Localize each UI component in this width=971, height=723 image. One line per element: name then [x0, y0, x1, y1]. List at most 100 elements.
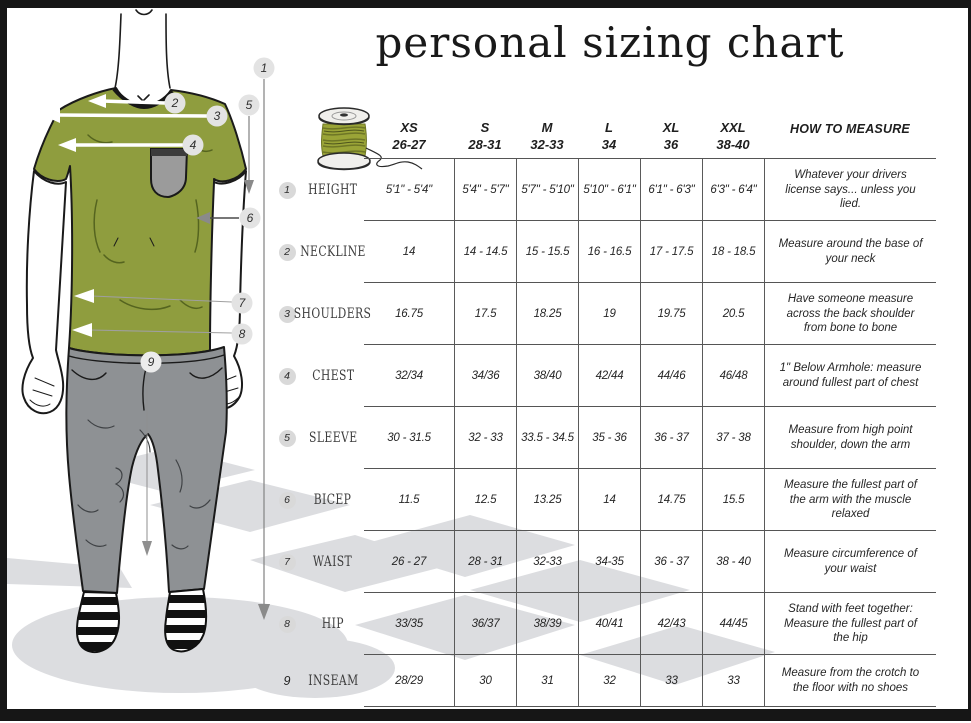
size-value-cell: 16 - 16.5	[578, 221, 640, 283]
size-column-header: L 34	[578, 103, 640, 159]
how-to-measure-cell: Measure around the base of your neck	[764, 221, 936, 283]
size-value-cell: 32 - 33	[454, 407, 516, 469]
size-column-header: XS 26-27	[364, 103, 454, 159]
size-value-cell: 15 - 15.5	[516, 221, 578, 283]
size-value-cell: 32	[578, 655, 640, 707]
frame-border-bottom	[0, 709, 971, 721]
frame-border-top	[0, 0, 971, 8]
size-value-cell: 33	[702, 655, 764, 707]
how-to-measure-cell: Stand with feet together: Measure the fu…	[764, 593, 936, 655]
figure-callout-6: 6	[247, 211, 254, 225]
row-label-cell: BICEP	[302, 469, 364, 531]
size-value-cell: 34/36	[454, 345, 516, 407]
size-value-cell: 30 - 31.5	[387, 432, 431, 444]
size-value-cell: 34-35	[578, 531, 640, 593]
row-label-cell: SLEEVE	[302, 407, 364, 469]
row-number-badge: 1	[278, 181, 296, 199]
size-value-cell: 42/43	[640, 593, 702, 655]
row-label: HIP	[321, 616, 345, 632]
row-number-badge: 4	[278, 367, 296, 385]
row-label: HEIGHT	[308, 182, 358, 198]
table-row: 9 INSEAM 28/29 30 31 32 33 33 Measure from the c…	[272, 655, 936, 707]
size-label: XXL	[720, 119, 746, 135]
row-number-badge: 3	[278, 305, 296, 323]
how-to-measure-cell: Whatever your drivers license says... un…	[764, 159, 936, 221]
size-value-cell: 19.75	[640, 283, 702, 345]
figure-callout-3: 3	[214, 109, 221, 123]
row-label-cell: HEIGHT	[302, 159, 364, 221]
jeans-wrinkles	[77, 419, 211, 550]
size-value-cell: 6'3" - 6'4"	[702, 159, 764, 221]
socks	[76, 587, 208, 654]
size-range: 36	[663, 137, 679, 153]
row-number-cell: 5	[272, 407, 302, 469]
callout-circles: 1 2 3 4 5 6 7 8 9	[140, 57, 275, 373]
size-value-cell: 33	[640, 655, 702, 707]
row-separator-line	[364, 406, 936, 407]
size-value-cell: 6'1" - 6'3"	[640, 159, 702, 221]
size-value-cell: 36 - 37	[640, 407, 702, 469]
size-value-cell: 38 - 40	[702, 531, 764, 593]
size-value-cell: 12.5	[454, 469, 516, 531]
table-header-row: XS 26-27 S 28-31 M 32-33 L 34 XL 36 XXL 38-40 HOW TO…	[272, 103, 936, 159]
row-label: INSEAM	[307, 673, 359, 689]
size-column-header: M 32-33	[516, 103, 578, 159]
table-row: 5 SLEEVE 30 - 31.5 32 - 33 33.5 - 34.5 35 - 3…	[272, 407, 936, 469]
row-number-cell: 9	[272, 655, 302, 707]
how-to-measure-cell: Have someone measure across the back sho…	[764, 283, 936, 345]
row-label: SHOULDERS	[294, 306, 372, 322]
size-value-cell: 5'1" - 5'4"	[385, 184, 433, 196]
figure-callout-8: 8	[239, 327, 246, 341]
size-value-cell: 17 - 17.5	[640, 221, 702, 283]
shirt-wrinkles	[87, 134, 213, 311]
size-value-cell: 44/45	[702, 593, 764, 655]
row-label-cell: CHEST	[302, 345, 364, 407]
figure-callout-7: 7	[239, 296, 247, 310]
size-range: 26-27	[392, 137, 426, 153]
size-value-cell: 5'10" - 6'1"	[578, 159, 640, 221]
size-value-cell: 38/40	[516, 345, 578, 407]
how-to-measure-cell: Measure the fullest part of the arm with…	[764, 469, 936, 531]
thread-spool-icon	[317, 107, 423, 171]
size-column-header: S 28-31	[454, 103, 516, 159]
size-value-cell: 14	[402, 246, 416, 258]
size-value-cell: 18 - 18.5	[702, 221, 764, 283]
size-value-cell: 5'7" - 5'10"	[516, 159, 578, 221]
figure-callout-4: 4	[190, 138, 197, 152]
size-value-cell: 36 - 37	[640, 531, 702, 593]
row-label: WAIST	[313, 554, 353, 570]
row-number-badge: 6	[278, 491, 296, 509]
size-value-cell: 32/34	[395, 370, 423, 382]
size-value-cell: 20.5	[702, 283, 764, 345]
row-number-badge: 2	[278, 243, 296, 261]
table-row: 2 NECKLINE 14 14 - 14.5 15 - 15.5 16 - 16.5 17…	[272, 221, 936, 283]
row-separator-line	[364, 654, 936, 655]
row-separator-line	[364, 530, 936, 531]
row-number-cell: 4	[272, 345, 302, 407]
size-value-cell: 33/35	[395, 618, 423, 630]
figure-callout-5: 5	[246, 98, 253, 112]
row-label: NECKLINE	[300, 244, 366, 260]
row-number-badge: 9	[283, 674, 291, 688]
size-label: XL	[662, 119, 680, 135]
how-to-measure-cell: Measure from the crotch to the floor wit…	[764, 655, 936, 707]
size-value-cell: 37 - 38	[702, 407, 764, 469]
size-value-cell: 42/44	[578, 345, 640, 407]
row-label-cell: WAIST	[302, 531, 364, 593]
row-number-badge: 7	[278, 553, 296, 571]
header-icon-spacer	[302, 103, 364, 159]
row-label-cell: SHOULDERS	[294, 283, 371, 345]
size-value-cell: 13.25	[516, 469, 578, 531]
table-row: 1 HEIGHT 5'1" - 5'4" 5'4" - 5'7" 5'7" - 5'10…	[272, 159, 936, 221]
how-to-measure-cell: 1" Below Armhole: measure around fullest…	[764, 345, 936, 407]
header-num-spacer	[272, 103, 302, 159]
size-value-cell: 17.5	[454, 283, 516, 345]
size-value-cell: 31	[516, 655, 578, 707]
size-column-header: XXL 38-40	[702, 103, 764, 159]
size-value-cell: 35 - 36	[578, 407, 640, 469]
size-label: XS	[400, 119, 418, 135]
size-label: M	[541, 119, 553, 135]
size-value-cell: 36/37	[454, 593, 516, 655]
size-value-cell: 38/39	[516, 593, 578, 655]
row-separator-line	[364, 344, 936, 345]
